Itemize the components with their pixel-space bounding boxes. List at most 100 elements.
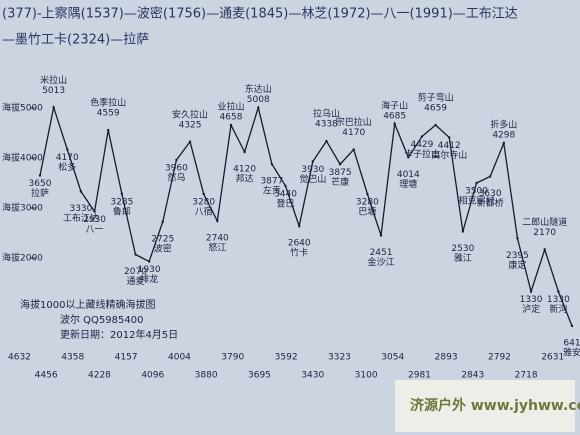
point	[270, 162, 274, 166]
point	[284, 184, 287, 188]
distance-marker: 3695	[248, 371, 271, 381]
point	[311, 160, 315, 163]
distance-marker: 4358	[61, 353, 84, 363]
value-label: 1930	[138, 265, 161, 275]
route-header: —墨竹工卡(2324)—拉萨	[2, 33, 149, 48]
place-label: 色季拉山	[90, 97, 126, 109]
place-label: 波密	[154, 242, 172, 254]
distance-marker: 2893	[435, 353, 458, 363]
route-header: (377)-上察隅(1537)—波密(1756)—通麦(1845)—林芝(197…	[2, 6, 518, 22]
value-label: 2740	[206, 234, 229, 244]
elevation-line	[39, 104, 573, 327]
place-label: 卡子拉山	[404, 148, 440, 160]
distance-marker: 3790	[221, 353, 244, 363]
value-label: 4170	[56, 153, 79, 163]
place-label: 排龙	[140, 273, 158, 285]
place-label: 折多山	[490, 119, 517, 131]
place-label: 松多	[58, 161, 76, 173]
place-label: 竹卡	[290, 247, 308, 259]
place-label: 业拉山	[217, 101, 244, 113]
value-label: 3930	[301, 165, 324, 175]
distance-marker: 4632	[8, 353, 31, 363]
value-label: 3330	[69, 204, 92, 214]
point	[79, 190, 83, 193]
y-tick-label: 海拔3000	[2, 202, 43, 214]
place-label: 巴塘	[358, 206, 376, 218]
distance-marker: 4004	[168, 353, 191, 363]
value-label: 2930	[83, 215, 106, 225]
y-tick-label: 海拔2000	[2, 252, 43, 264]
value-label: 4298	[492, 131, 515, 141]
place-label: 新沟	[549, 303, 567, 315]
value-label: 2725	[151, 234, 174, 244]
point	[93, 210, 96, 213]
point	[393, 122, 396, 125]
value-label: 3877	[260, 177, 283, 187]
place-label: 新都桥	[477, 197, 504, 209]
point	[325, 139, 328, 143]
y-tick-label: 海拔4000	[2, 152, 43, 164]
distance-marker: 4456	[35, 371, 58, 381]
place-label: 八宿	[195, 206, 213, 218]
place-label: 雅江	[454, 252, 472, 264]
value-label: 3285	[110, 197, 133, 207]
point	[161, 220, 164, 223]
distance-marker: 4228	[88, 371, 111, 381]
value-label: 3500	[465, 187, 488, 197]
point	[557, 290, 560, 293]
point	[202, 192, 205, 196]
value-label: 3650	[29, 179, 52, 189]
point	[38, 174, 42, 177]
place-label: 工布江达	[63, 212, 99, 224]
place-label: 安久拉山	[172, 108, 208, 120]
point	[229, 123, 233, 127]
y-tick-label: 海拔5000	[2, 102, 43, 114]
point	[134, 253, 137, 256]
place-label: 芒康	[331, 176, 349, 188]
point	[420, 135, 424, 138]
point	[461, 230, 465, 233]
value-label: 4170	[342, 128, 365, 138]
place-label: 鲁郎	[113, 205, 131, 217]
point	[120, 192, 124, 195]
value-label: 4120	[233, 165, 256, 175]
distance-marker: 2631	[541, 353, 564, 363]
watermark-box	[395, 380, 575, 432]
point	[257, 106, 260, 109]
point	[107, 128, 110, 132]
place-label: 左贡	[263, 185, 281, 197]
place-label: 泸定	[522, 303, 540, 315]
value-label: 3630	[479, 189, 502, 199]
place-label: 康定	[508, 259, 526, 271]
point	[352, 148, 355, 151]
place-label: 剪子弯山	[418, 92, 454, 104]
value-label: 3440	[274, 190, 297, 200]
place-label: 理塘	[399, 178, 417, 190]
point	[366, 192, 369, 196]
value-label: 4658	[220, 113, 243, 123]
distance-marker: 4157	[115, 353, 138, 363]
value-label: 4659	[424, 104, 447, 114]
place-label: 雅安	[563, 346, 580, 358]
value-label: 4412	[438, 141, 461, 151]
point	[570, 324, 574, 328]
place-label: 宗巴拉山	[336, 116, 372, 128]
place-label: 邦达	[236, 173, 254, 185]
value-label: 3875	[329, 168, 352, 178]
annotation: 海拔1000以上藏线精确海拔图	[20, 298, 155, 311]
value-label: 1330	[547, 295, 570, 305]
value-label: 2170	[533, 228, 556, 238]
place-label: 通麦	[126, 275, 144, 287]
point	[175, 158, 178, 162]
value-label: 2070	[124, 267, 147, 277]
distance-marker: 3100	[355, 371, 378, 381]
point	[529, 290, 533, 293]
distance-marker: 3323	[328, 353, 351, 363]
point	[188, 140, 192, 143]
distance-marker: 2792	[488, 353, 511, 363]
point	[338, 163, 342, 166]
value-label: 2451	[370, 248, 393, 258]
value-label: 2530	[451, 244, 474, 254]
value-label: 2640	[288, 239, 311, 249]
value-label: 3280	[356, 198, 379, 208]
